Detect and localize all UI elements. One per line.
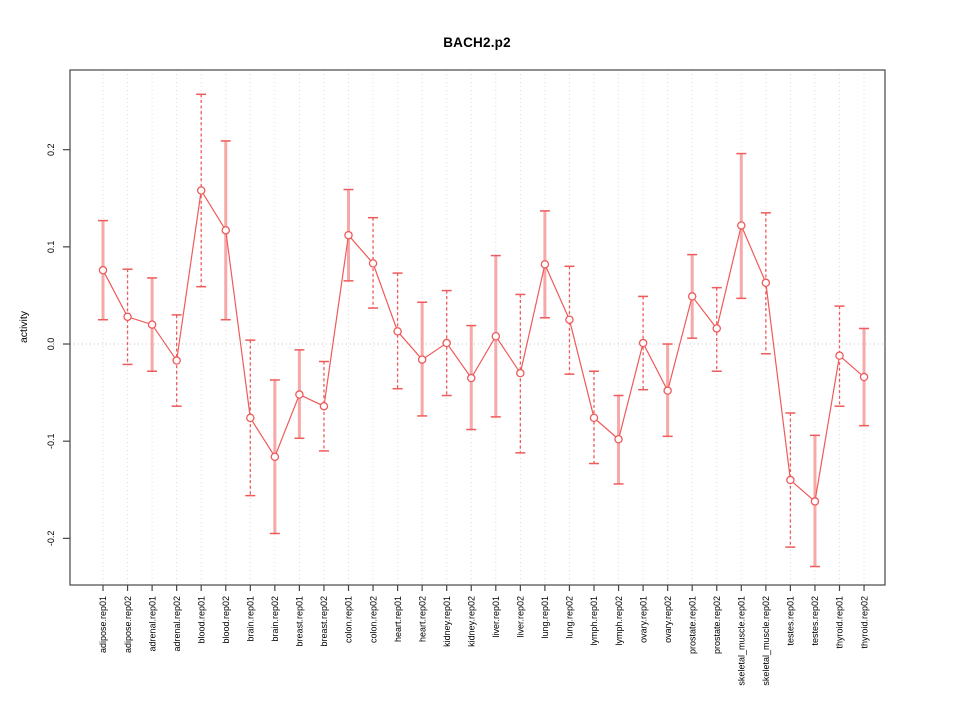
- data-point-marker: [344, 230, 353, 240]
- data-point-marker: [516, 368, 525, 378]
- data-point-marker: [442, 338, 451, 348]
- x-tick-label: ovary.rep02: [663, 596, 673, 643]
- data-point-marker: [859, 372, 869, 382]
- y-tick-label: -0.2: [46, 531, 56, 547]
- data-point-marker: [123, 312, 132, 322]
- data-point-marker: [417, 355, 427, 364]
- data-point-marker: [295, 390, 304, 399]
- data-point-marker: [835, 351, 844, 360]
- data-point-marker: [638, 338, 648, 348]
- data-point-marker: [786, 475, 795, 485]
- x-tick-label: breast.rep02: [319, 596, 329, 647]
- data-point-marker: [147, 320, 157, 329]
- data-point-marker: [246, 413, 255, 423]
- plot-area: 0.2 0.1 0.0 -0.1 -0.2 adipose.rep01 adipose.re…: [46, 70, 885, 686]
- y-tick-label: 0.2: [46, 143, 56, 156]
- x-tick-label: lung.rep02: [565, 596, 575, 639]
- x-tick-label: adipose.rep02: [123, 596, 133, 653]
- x-tick-label: liver.rep01: [491, 596, 501, 638]
- x-tick-label: blood.rep01: [196, 596, 206, 644]
- data-point-marker: [810, 497, 820, 506]
- x-tick-label: brain.rep01: [246, 596, 256, 642]
- x-tick-label: lymph.rep02: [614, 596, 624, 646]
- y-tick-label: 0.0: [46, 338, 56, 351]
- plot-box: [69, 69, 886, 586]
- x-tick-label: adrenal.rep01: [147, 596, 157, 652]
- data-point-marker: [270, 452, 280, 461]
- x-tick-label: adrenal.rep02: [172, 596, 182, 652]
- x-tick-label: colon.rep01: [344, 596, 354, 643]
- x-tick-label: colon.rep02: [368, 596, 378, 643]
- data-point-marker: [98, 265, 108, 275]
- data-point-marker: [491, 331, 501, 341]
- x-tick-label: skeletal_muscle.rep01: [737, 596, 747, 686]
- y-tick-label: -0.1: [46, 433, 56, 449]
- x-tick-label: blood.rep02: [221, 596, 231, 644]
- x-tick-label: brain.rep02: [270, 596, 280, 642]
- x-tick-label: thyroid.rep01: [835, 596, 845, 649]
- data-point-marker: [319, 401, 329, 411]
- x-tick-label: prostate.rep02: [712, 596, 722, 654]
- x-tick-label: heart.rep02: [417, 596, 427, 642]
- x-tick-label: liver.rep02: [516, 596, 526, 638]
- y-axis-label: activity: [18, 310, 30, 343]
- data-point-marker: [368, 259, 378, 268]
- data-point-marker: [540, 260, 550, 269]
- chart-title: BACH2.p2: [443, 35, 511, 50]
- x-tick-label: testes.rep02: [810, 596, 820, 646]
- x-tick-label: skeletal_muscle.rep02: [761, 596, 771, 686]
- x-tick-label: lung.rep01: [540, 596, 550, 639]
- data-point-marker: [614, 434, 623, 444]
- series-line: [102, 188, 865, 503]
- data-point-marker: [196, 186, 206, 195]
- data-point-marker: [565, 315, 574, 324]
- x-tick-label: thyroid.rep02: [859, 596, 869, 649]
- data-point-marker: [712, 324, 722, 333]
- x-tick-label: kidney.rep01: [442, 596, 452, 647]
- x-tick-label: lymph.rep01: [589, 596, 599, 646]
- data-point-marker: [663, 386, 672, 395]
- x-tick-label: kidney.rep02: [466, 596, 476, 647]
- x-tick-label: testes.rep01: [786, 596, 796, 646]
- x-tick-label: adipose.rep01: [98, 596, 108, 653]
- data-point-marker: [737, 221, 746, 230]
- data-point-marker: [761, 278, 771, 288]
- x-tick-label: heart.rep01: [393, 596, 403, 642]
- data-point-marker: [687, 292, 697, 301]
- x-tick-label: ovary.rep01: [638, 596, 648, 643]
- x-tick-label: breast.rep01: [295, 596, 305, 647]
- x-tick-label: prostate.rep01: [687, 596, 697, 654]
- y-tick-label: 0.1: [46, 241, 56, 254]
- data-point-marker: [466, 373, 476, 383]
- data-point-marker: [393, 327, 402, 336]
- data-point-marker: [172, 356, 181, 365]
- data-point-marker: [589, 413, 599, 423]
- data-point-marker: [221, 226, 230, 235]
